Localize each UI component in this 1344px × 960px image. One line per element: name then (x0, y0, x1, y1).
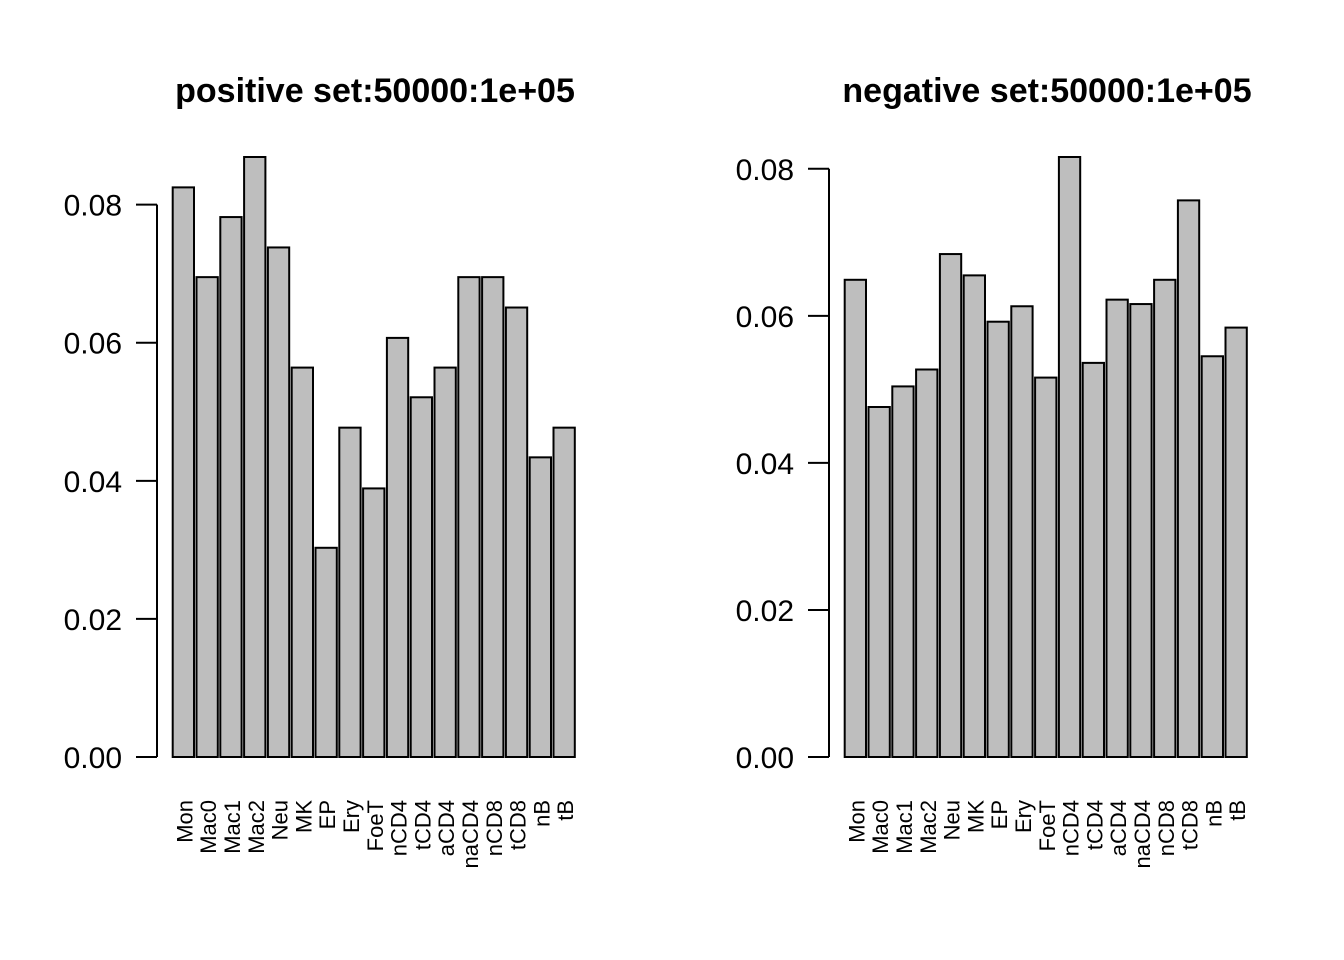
x-category-label-Mac0: Mac0 (868, 800, 893, 854)
barplot-positive: 0.00 0.02 0.04 0.06 0.08 MonMac0Mac1Mac2NeuMK… (64, 156, 578, 868)
y-tick-label: 0.02 (736, 595, 794, 628)
bar-tCD4 (409, 396, 434, 758)
x-category-label-EP: EP (987, 800, 1012, 829)
x-category-label-nCD4: nCD4 (387, 800, 412, 856)
bar-nB (1200, 355, 1225, 758)
bar-Mac2 (915, 368, 939, 758)
x-category-label-Ery: Ery (1011, 800, 1036, 833)
x-category-label-Mac1: Mac1 (220, 800, 245, 854)
bar-EP (314, 546, 338, 758)
x-category-label-nCD8: nCD8 (482, 800, 507, 856)
x-category-label-EP: EP (315, 800, 340, 829)
bar-MK (290, 366, 315, 758)
y-tick-label: 0.06 (64, 328, 122, 361)
x-category-label-Mac1: Mac1 (892, 800, 917, 854)
bar-aCD4 (1105, 298, 1129, 758)
x-category-label-Mac2: Mac2 (916, 800, 941, 854)
x-category-label-MK: MK (963, 800, 988, 833)
chart-panel-negative: negative set:50000:1e+05 0.00 0.02 0.04 0.0… (672, 0, 1344, 960)
x-category-label-Neu: Neu (940, 800, 965, 840)
bar-tCD4 (1081, 361, 1106, 758)
bar-tB (552, 426, 576, 758)
bar-Mac2 (243, 156, 267, 758)
y-tick-label: 0.00 (64, 742, 122, 775)
x-category-label-aCD4: aCD4 (434, 800, 459, 856)
x-category-label-MK: MK (291, 800, 316, 833)
bar-FoeT (1034, 376, 1058, 758)
y-tick-label: 0.04 (64, 466, 122, 499)
y-tick-label: 0.08 (64, 190, 122, 223)
chart-title-negative: negative set:50000:1e+05 (842, 72, 1252, 110)
bar-Ery (1010, 305, 1034, 758)
x-category-label-naCD4: naCD4 (1130, 800, 1155, 868)
bar-MK (962, 274, 987, 758)
x-category-label-FoeT: FoeT (1035, 800, 1060, 851)
x-category-label-tCD4: tCD4 (410, 800, 435, 850)
x-category-label-nB: nB (529, 800, 554, 827)
bar-nCD4 (1057, 156, 1082, 758)
bar-tCD8 (1176, 199, 1201, 759)
bar-nCD4 (385, 336, 410, 758)
x-category-label-tCD4: tCD4 (1082, 800, 1107, 850)
y-tick-label: 0.06 (736, 301, 794, 334)
x-category-label-Mac2: Mac2 (244, 800, 269, 854)
x-category-label-Mon: Mon (844, 800, 869, 843)
chart-title-positive: positive set:50000:1e+05 (175, 72, 575, 110)
x-category-label-tCD8: tCD8 (1178, 800, 1203, 850)
bar-Mac1 (219, 216, 243, 759)
bar-naCD4 (1129, 303, 1153, 758)
bar-Neu (266, 246, 291, 758)
bar-tB (1224, 326, 1248, 758)
chart-panel-positive: positive set:50000:1e+05 0.00 0.02 0.04 0.0… (64, 72, 579, 868)
bar-EP (986, 320, 1010, 758)
x-category-label-Neu: Neu (268, 800, 293, 840)
bar-naCD4 (457, 276, 481, 758)
bar-nCD8 (481, 276, 505, 758)
x-category-label-FoeT: FoeT (363, 800, 388, 851)
x-category-label-tB: tB (1225, 800, 1250, 821)
bar-Mac1 (891, 385, 915, 758)
x-category-label-aCD4: aCD4 (1106, 800, 1131, 856)
bar-aCD4 (433, 366, 457, 758)
x-category-label-Mon: Mon (172, 800, 197, 843)
bar-FoeT (362, 487, 386, 758)
x-category-label-nCD4: nCD4 (1059, 800, 1084, 856)
bar-Mon (171, 186, 195, 758)
y-tick-label: 0.04 (736, 448, 794, 481)
x-category-label-nCD8: nCD8 (1154, 800, 1179, 856)
y-tick-label: 0.08 (736, 154, 794, 187)
x-category-label-nB: nB (1201, 800, 1226, 827)
x-category-label-naCD4: naCD4 (458, 800, 483, 868)
x-category-label-tCD8: tCD8 (506, 800, 531, 850)
bar-Neu (938, 253, 963, 758)
barplot-negative: 0.00 0.02 0.04 0.06 0.08 MonMac0Mac1Mac2NeuMK… (736, 154, 1251, 869)
bar-nB (528, 456, 553, 758)
y-tick-label: 0.00 (736, 742, 794, 775)
x-category-label-Mac0: Mac0 (196, 800, 221, 854)
bar-nCD8 (1153, 278, 1177, 758)
bar-Mac0 (867, 406, 891, 758)
bar-Mac0 (195, 276, 219, 758)
bar-Mon (843, 278, 867, 758)
bar-Ery (338, 426, 362, 758)
x-category-label-tB: tB (553, 800, 578, 821)
y-tick-label: 0.02 (64, 604, 122, 637)
bar-tCD8 (504, 306, 529, 758)
x-category-label-Ery: Ery (339, 800, 364, 833)
